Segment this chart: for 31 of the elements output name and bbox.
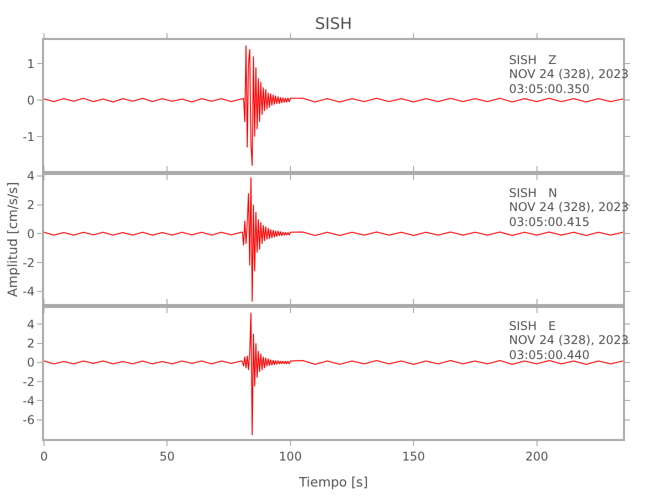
- x-tick-label: 0: [40, 449, 48, 464]
- y-tick-label: 4: [26, 169, 35, 184]
- y-tick-label: 2: [26, 198, 35, 212]
- x-tick-label: 150: [402, 449, 426, 464]
- y-tick-label: 1: [26, 56, 35, 71]
- y-tick-label: 0: [26, 356, 35, 370]
- y-tick-label: -1: [22, 130, 35, 144]
- annotation: NOV 24 (328), 2023: [509, 333, 629, 347]
- x-tick-label: 50: [160, 449, 175, 464]
- y-tick-label: -4: [22, 284, 35, 299]
- annotation: SISH E: [509, 319, 556, 333]
- annotation: 03:05:00.440: [509, 348, 590, 362]
- annotation: 03:05:00.415: [509, 215, 590, 229]
- y-tick-label: 0: [26, 93, 35, 108]
- annotation: NOV 24 (328), 2023: [509, 200, 629, 214]
- annotation: 03:05:00.350: [509, 82, 590, 96]
- y-tick-label: -2: [22, 256, 35, 270]
- y-tick-label: 2: [26, 336, 35, 351]
- y-tick-label: 0: [26, 226, 35, 241]
- annotation: SISH Z: [509, 53, 556, 67]
- annotation: NOV 24 (328), 2023: [509, 67, 629, 81]
- y-tick-label: -4: [22, 394, 35, 408]
- x-tick-label: 100: [278, 449, 302, 464]
- x-axis-title: Tiempo [s]: [298, 476, 368, 490]
- y-tick-label: -2: [22, 374, 35, 389]
- x-tick-label: 200: [525, 449, 548, 464]
- y-axis-title: Amplitud [cm/s/s]: [6, 182, 22, 298]
- annotation: SISH N: [509, 186, 558, 200]
- y-tick-label: 4: [26, 317, 35, 332]
- chart-title: SISH: [315, 14, 352, 33]
- y-tick-label: -6: [22, 413, 35, 428]
